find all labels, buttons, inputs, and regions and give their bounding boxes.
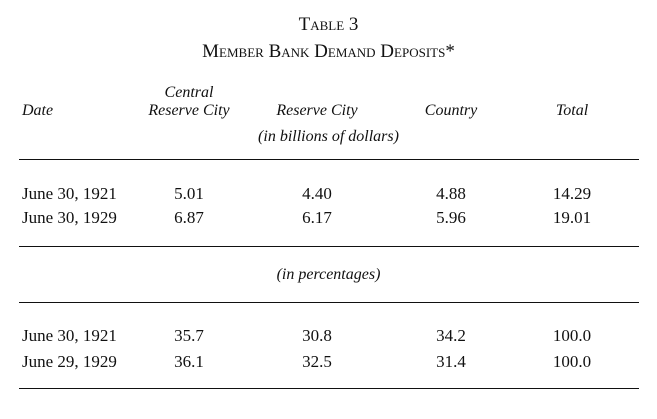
row-date: June 30, 1929: [22, 208, 117, 227]
column-header-date: Date: [22, 102, 54, 119]
row-date: June 30, 1921: [22, 326, 117, 345]
row-country: 5.96: [436, 208, 466, 227]
row-total: 19.01: [552, 208, 592, 227]
row-total: 100.0: [552, 352, 592, 371]
row-reserve-city: 6.17: [302, 208, 332, 227]
row-date: June 29, 1929: [22, 352, 117, 371]
column-header-country: Country: [424, 102, 478, 119]
table-rule-2: [19, 246, 639, 247]
table-title: Table 3: [298, 14, 359, 35]
row-central-reserve-city: 35.7: [174, 326, 204, 345]
row-reserve-city: 32.5: [302, 352, 332, 371]
units-percentages-note: (in percentages): [276, 266, 381, 283]
units-billions-note: (in billions of dollars): [258, 128, 399, 145]
row-central-reserve-city: 36.1: [174, 352, 204, 371]
row-date: June 30, 1921: [22, 184, 117, 203]
table-subtitle: Member Bank Demand Deposits*: [202, 41, 455, 62]
column-header-central-reserve-city-line2: Reserve City: [148, 102, 230, 119]
table-rule-3: [19, 302, 639, 303]
row-central-reserve-city: 5.01: [174, 184, 204, 203]
row-reserve-city: 30.8: [302, 326, 332, 345]
table-rule-4: [19, 388, 639, 389]
row-country: 31.4: [436, 352, 466, 371]
row-total: 100.0: [552, 326, 592, 345]
table-rule-1: [19, 159, 639, 160]
row-country: 4.88: [436, 184, 466, 203]
row-total: 14.29: [552, 184, 592, 203]
column-header-total: Total: [555, 102, 589, 119]
row-country: 34.2: [436, 326, 466, 345]
column-header-central-reserve-city-line1: Central: [164, 84, 214, 101]
row-central-reserve-city: 6.87: [174, 208, 204, 227]
column-header-reserve-city: Reserve City: [276, 102, 358, 119]
row-reserve-city: 4.40: [302, 184, 332, 203]
